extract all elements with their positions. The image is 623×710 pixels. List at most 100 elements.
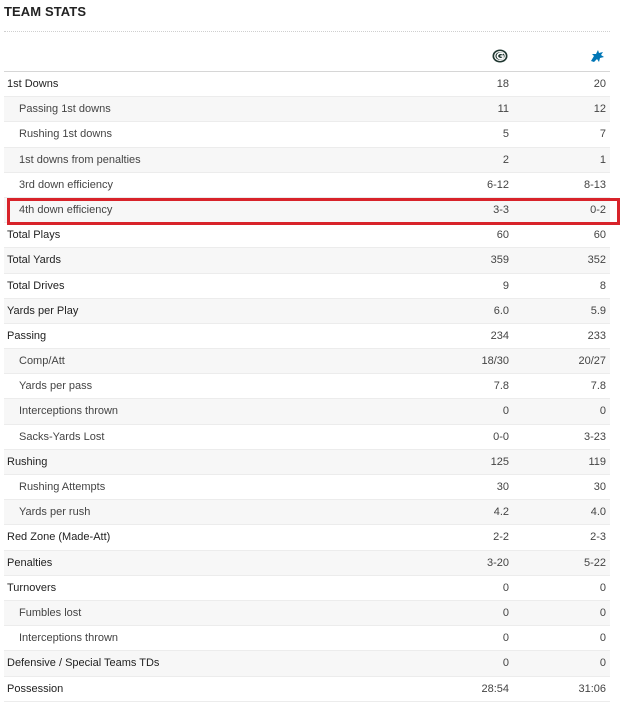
home-value: 6-12	[486, 178, 509, 191]
home-value: 4.2	[493, 506, 509, 519]
stat-label: Rushing 1st downs	[19, 128, 112, 141]
stat-label: Yards per pass	[19, 380, 93, 393]
home-value: 3-3	[493, 203, 509, 216]
stat-label: Interceptions thrown	[19, 405, 119, 418]
stat-label: Passing 1st downs	[19, 103, 111, 116]
stat-row: Sacks-Yards Lost 0-0 3-23	[4, 425, 610, 450]
home-value: 234	[490, 329, 509, 342]
stat-row: Yards per Play 6.0 5.9	[4, 298, 610, 324]
away-value: 233	[587, 329, 606, 342]
stat-row: Fumbles lost 0 0	[4, 600, 610, 627]
stat-row: 3rd down efficiency 6-12 8-13	[4, 173, 610, 198]
title-divider	[4, 31, 610, 32]
stat-label: Rushing Attempts	[19, 481, 106, 493]
stat-row: Total Drives 9 8	[4, 274, 610, 299]
stat-label: Defensive / Special Teams TDs	[7, 657, 160, 670]
home-value: 3-20	[486, 556, 509, 569]
home-value: 125	[490, 455, 509, 468]
away-value: 20/27	[578, 355, 606, 368]
away-value: 8	[599, 279, 606, 292]
away-value: 31:06	[578, 682, 606, 695]
stats-table: 1st Downs 18 20 Passing 1st downs 11 12 Rushin…	[4, 72, 610, 702]
stat-row: Yards per rush 4.2 4.0	[4, 500, 610, 526]
stat-row: Total Plays 60 60	[4, 223, 610, 249]
away-value: 5.9	[590, 304, 606, 317]
home-value: 28:54	[481, 682, 509, 695]
stat-row: Yards per pass 7.8 7.8	[4, 374, 610, 400]
home-value: 60	[496, 229, 509, 242]
stat-label: Fumbles lost	[19, 606, 82, 619]
away-value: 119	[588, 455, 606, 468]
away-value: 0	[599, 606, 606, 619]
stat-label: Total Drives	[7, 279, 65, 292]
away-value: 1	[599, 153, 606, 166]
home-value: 0	[502, 632, 509, 645]
home-value: 9	[502, 279, 509, 292]
home-value: 7.8	[493, 380, 509, 393]
stat-row: Total Yards 359 352	[4, 248, 610, 274]
away-value: 0-2	[590, 203, 606, 216]
home-value: 6.0	[493, 304, 509, 317]
stat-row: Rushing Attempts 30 30	[4, 475, 610, 501]
stat-label: Turnovers	[7, 581, 57, 594]
stat-row: Possession 28:54 31:06	[4, 677, 610, 702]
team-header	[4, 44, 610, 72]
stat-label: Comp/Att	[19, 355, 65, 368]
stat-label: Total Yards	[7, 254, 62, 267]
stat-label: 1st downs from penalties	[19, 153, 141, 166]
stat-row: Interceptions thrown 0 0	[4, 626, 610, 652]
away-value: 7	[599, 128, 606, 141]
away-value: 20	[593, 78, 606, 90]
away-value: 4.0	[590, 506, 606, 519]
stat-label: Red Zone (Made-Att)	[7, 531, 111, 544]
stat-row: Red Zone (Made-Att) 2-2 2-3	[4, 525, 610, 551]
stat-label: Rushing	[7, 455, 48, 468]
home-value: 0-0	[493, 430, 509, 443]
away-value: 2-3	[590, 531, 606, 544]
stat-row: Passing 1st downs 11 12	[4, 97, 610, 123]
stat-label: Interceptions thrown	[19, 632, 119, 645]
stat-label: Yards per Play	[7, 304, 79, 317]
away-value: 7.8	[590, 380, 606, 393]
stat-label: Total Plays	[7, 229, 61, 242]
home-value: 18	[496, 78, 509, 90]
away-value: 0	[599, 405, 606, 418]
packers-logo-icon[interactable]	[492, 48, 508, 64]
stat-row: 4th down efficiency 3-3 0-2	[4, 197, 610, 224]
home-value: 5	[502, 128, 509, 141]
stat-row: 1st downs from penalties 2 1	[4, 147, 610, 173]
stat-label: Yards per rush	[19, 506, 91, 519]
home-value: 2-2	[493, 531, 509, 544]
home-value: 359	[490, 254, 509, 267]
home-value: 18/30	[481, 355, 509, 368]
stat-label: Penalties	[7, 556, 53, 569]
home-value: 30	[496, 481, 509, 493]
stat-label: 1st Downs	[7, 78, 59, 90]
stat-label: Possession	[7, 682, 64, 695]
home-value: 0	[502, 405, 509, 418]
home-value: 11	[497, 103, 509, 116]
section-title: TEAM STATS	[4, 4, 87, 19]
away-value: 0	[599, 632, 606, 645]
stat-label: 4th down efficiency	[19, 203, 113, 216]
away-value: 60	[593, 229, 606, 242]
away-value: 3-23	[583, 430, 606, 443]
stat-row: Rushing 1st downs 5 7	[4, 122, 610, 148]
away-value: 352	[587, 254, 606, 267]
stat-label: 3rd down efficiency	[19, 178, 113, 191]
away-value: 30	[593, 481, 606, 493]
stat-row: Defensive / Special Teams TDs 0 0	[4, 651, 610, 677]
stat-row: 1st Downs 18 20	[4, 72, 610, 98]
stat-label: Sacks-Yards Lost	[19, 430, 105, 443]
stat-label: Passing	[7, 329, 47, 342]
away-value: 8-13	[583, 178, 606, 191]
stat-row: Rushing 125 119	[4, 449, 610, 475]
home-value: 0	[502, 657, 509, 670]
lions-logo-icon[interactable]	[589, 48, 605, 64]
home-value: 0	[502, 606, 509, 619]
stat-row: Comp/Att 18/30 20/27	[4, 349, 610, 375]
stat-row: Turnovers 0 0	[4, 576, 610, 601]
away-value: 5-22	[583, 556, 606, 569]
home-value: 0	[502, 581, 509, 594]
away-value: 0	[599, 581, 606, 594]
